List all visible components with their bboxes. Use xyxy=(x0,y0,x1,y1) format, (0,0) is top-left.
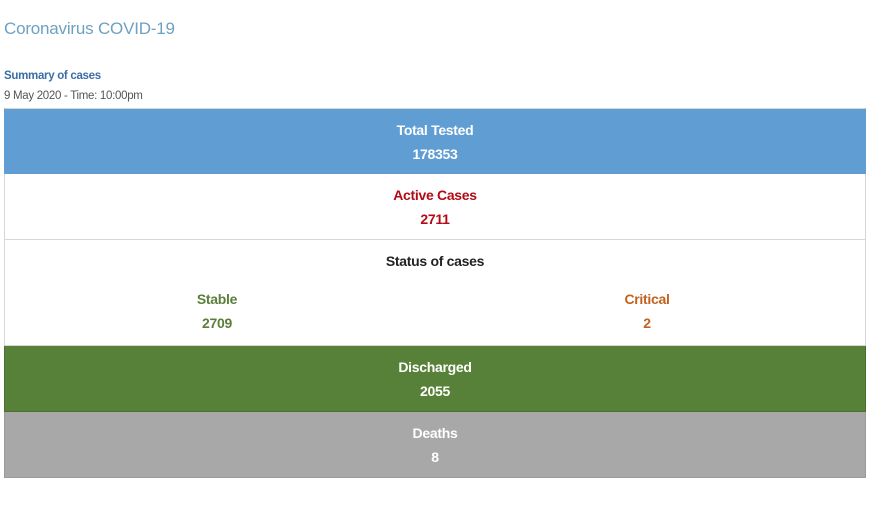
discharged-label: Discharged xyxy=(398,359,472,375)
deaths-label: Deaths xyxy=(412,425,458,441)
discharged-value: 2055 xyxy=(420,383,450,399)
total-tested-value: 178353 xyxy=(412,146,458,162)
case-stats-panel: Total Tested 178353 Active Cases 2711 St… xyxy=(4,108,866,478)
status-of-cases-title: Status of cases xyxy=(385,253,485,269)
total-tested-label: Total Tested xyxy=(396,122,474,138)
active-cases-label: Active Cases xyxy=(393,187,477,203)
deaths-card: Deaths 8 xyxy=(4,412,866,478)
discharged-card: Discharged 2055 xyxy=(4,346,866,412)
summary-heading: Summary of cases xyxy=(4,70,101,82)
critical-value: 2 xyxy=(643,315,651,331)
total-tested-card: Total Tested 178353 xyxy=(4,108,866,174)
stable-value: 2709 xyxy=(202,315,232,331)
stable-label: Stable xyxy=(196,291,238,307)
stable-cases: Stable 2709 xyxy=(117,287,317,335)
page-title: Coronavirus COVID-19 xyxy=(4,19,175,38)
status-of-cases-card: Status of cases Stable 2709 Critical 2 xyxy=(4,240,866,346)
active-cases-card: Active Cases 2711 xyxy=(4,174,866,240)
critical-label: Critical xyxy=(624,291,670,307)
active-cases-value: 2711 xyxy=(420,211,450,227)
critical-cases: Critical 2 xyxy=(547,287,747,335)
report-timestamp: 9 May 2020 - Time: 10:00pm xyxy=(4,90,143,102)
deaths-value: 8 xyxy=(431,449,439,465)
